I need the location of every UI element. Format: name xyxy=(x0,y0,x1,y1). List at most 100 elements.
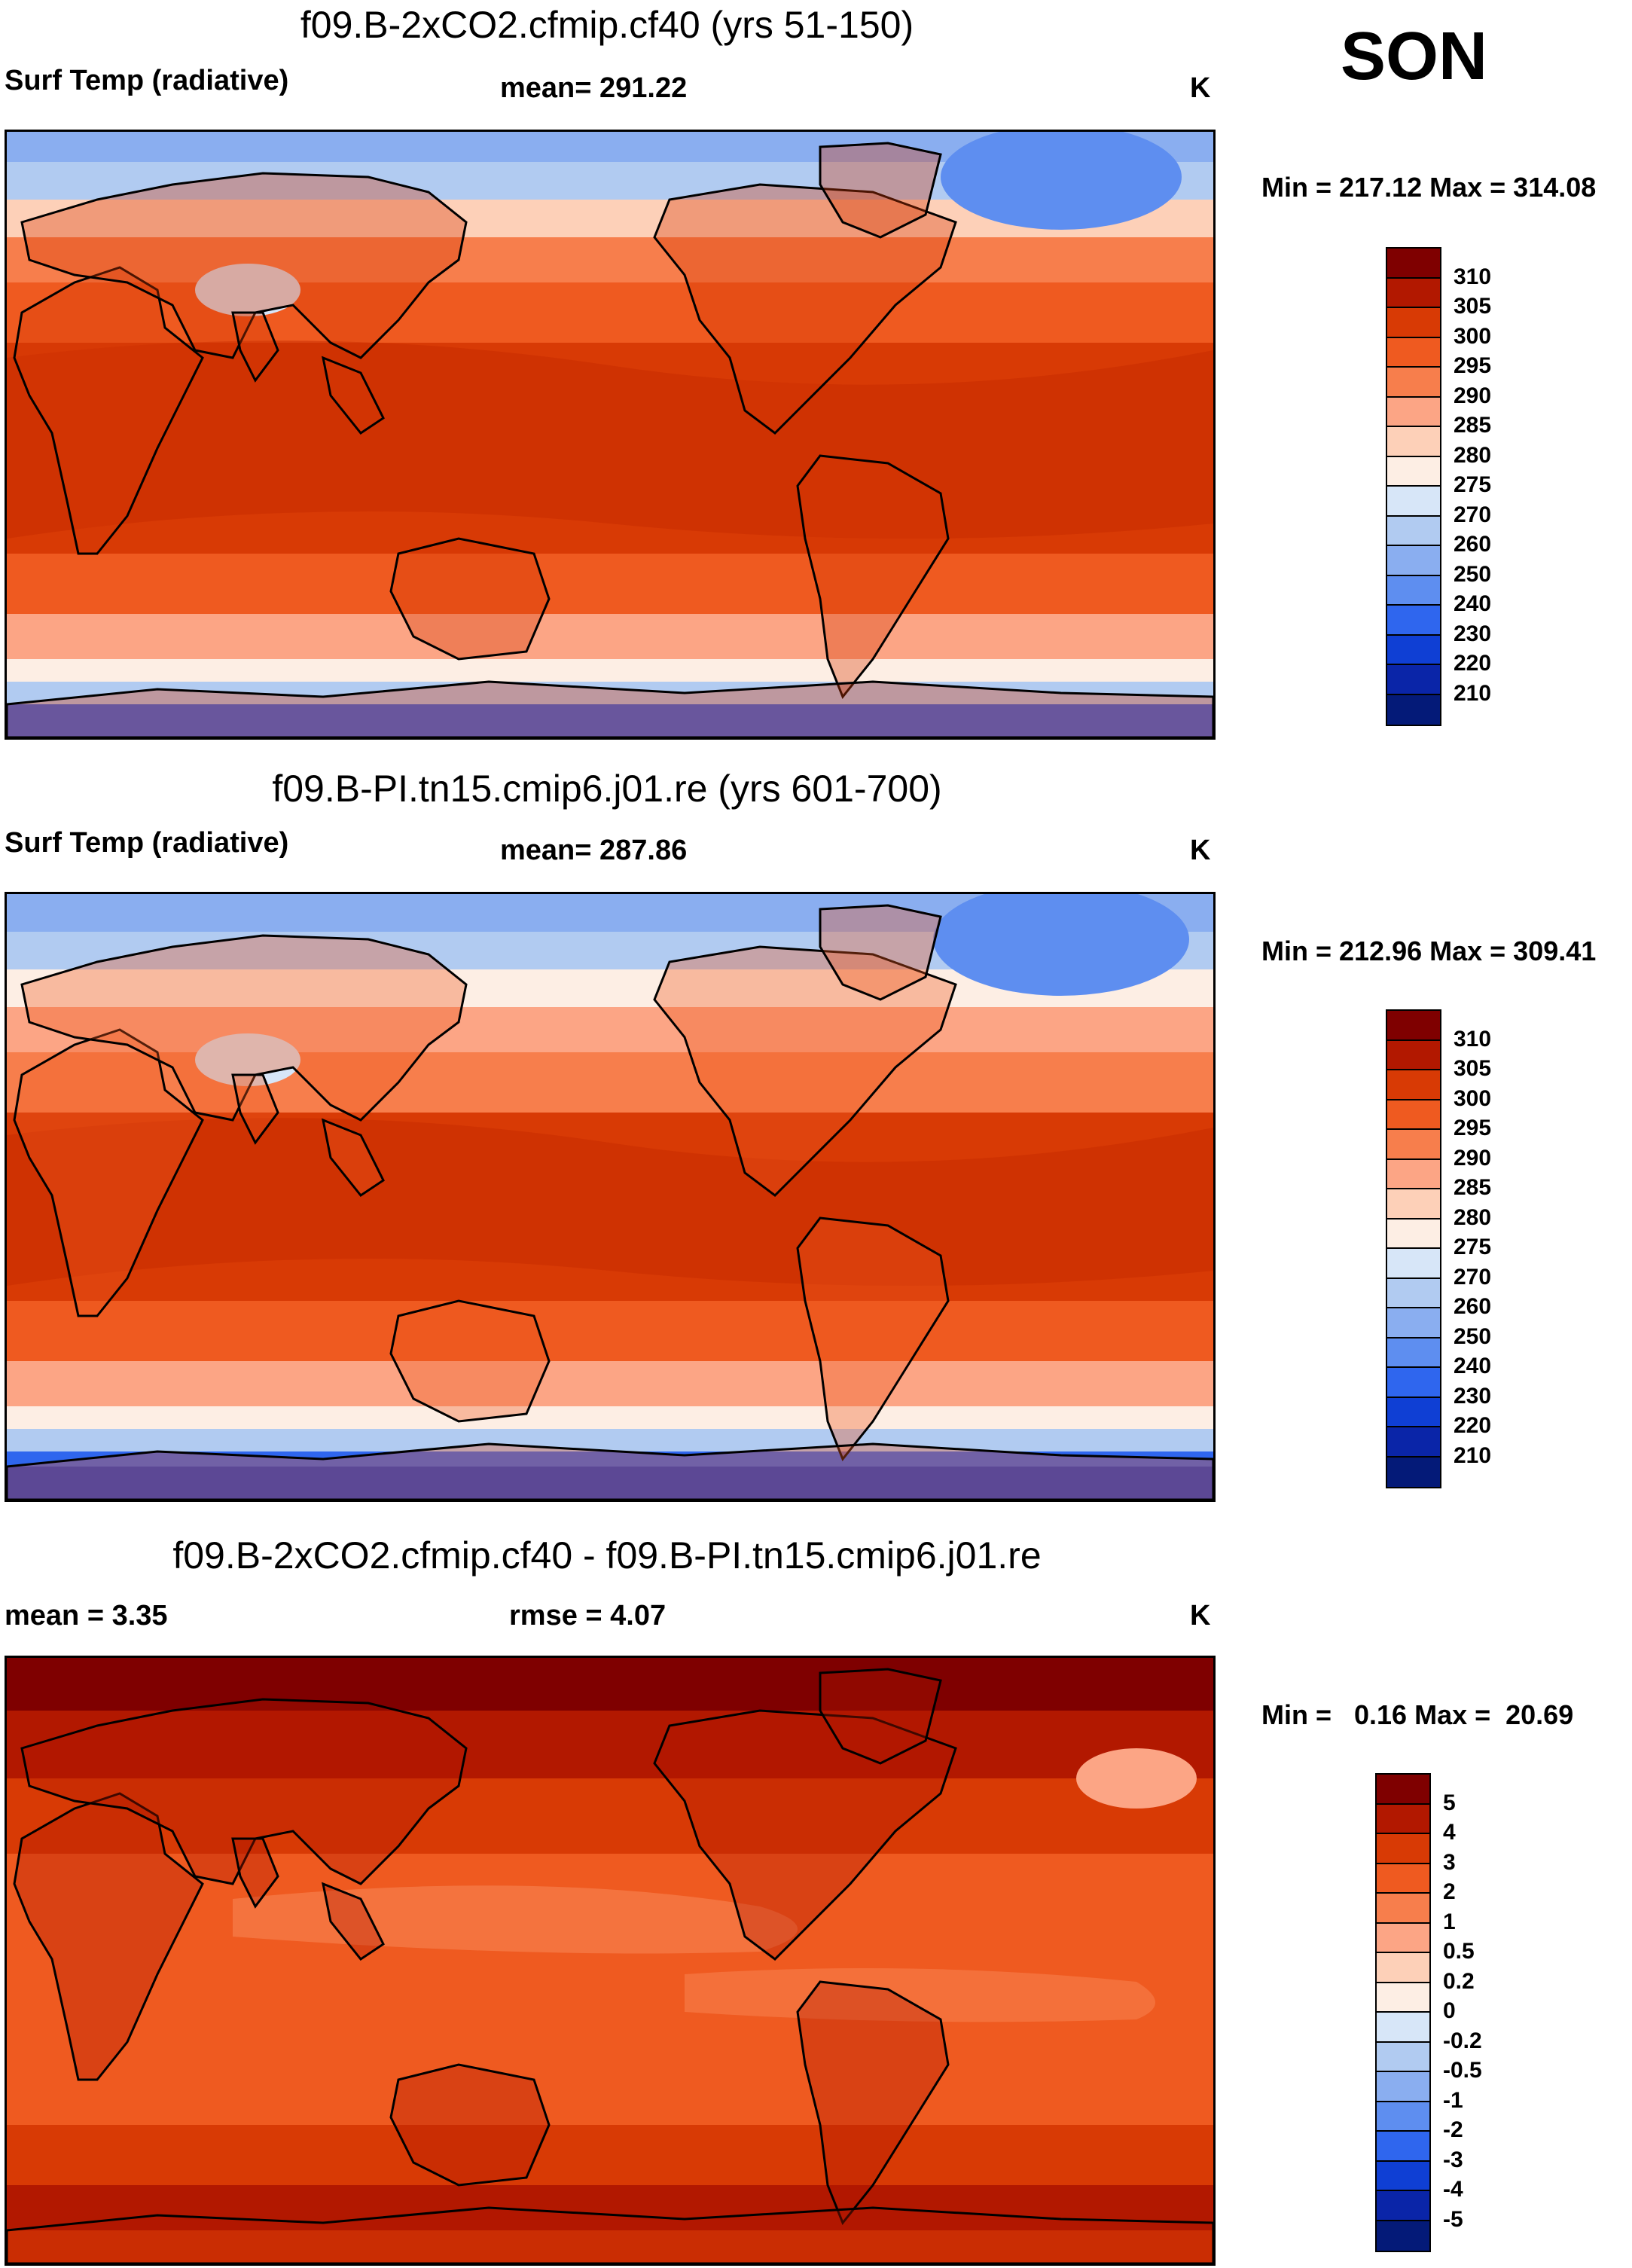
colorbar-tick-label: 210 xyxy=(1454,680,1492,706)
colorbar-swatch xyxy=(1377,1804,1429,1834)
panel3-mean-label: mean = 3.35 xyxy=(5,1600,168,1632)
colorbar-swatch xyxy=(1377,2221,1429,2251)
colorbar-tick-label: -2 xyxy=(1443,2117,1463,2142)
panel3-rmse-label: rmse = 4.07 xyxy=(509,1600,667,1632)
colorbar-tick-label: 260 xyxy=(1454,532,1492,557)
colorbar-swatch xyxy=(1387,1100,1440,1130)
colorbar-tick-label: 280 xyxy=(1454,442,1492,468)
colorbar-tick-label: -0.2 xyxy=(1443,2028,1482,2053)
colorbar-swatch xyxy=(1377,2102,1429,2132)
colorbar-tick-label: 275 xyxy=(1454,1235,1492,1259)
panel2-colorbar xyxy=(1386,1009,1441,1488)
colorbar-swatch xyxy=(1387,427,1440,457)
colorbar-swatch xyxy=(1387,635,1440,665)
colorbar-tick-label: 220 xyxy=(1454,1413,1492,1438)
colorbar-tick-label: 240 xyxy=(1454,591,1492,616)
colorbar-swatch xyxy=(1387,1397,1440,1427)
colorbar-tick-label: 250 xyxy=(1454,561,1492,587)
colorbar-swatch xyxy=(1387,1427,1440,1458)
colorbar-tick-label: 230 xyxy=(1454,1383,1492,1409)
panel3-colorbar xyxy=(1375,1773,1431,2252)
colorbar-swatch xyxy=(1387,368,1440,398)
panel2-units: K xyxy=(1190,835,1211,866)
colorbar-tick-label: 1 xyxy=(1443,1909,1456,1934)
colorbar-tick-label: 310 xyxy=(1454,1026,1492,1052)
colorbar-swatch xyxy=(1377,2042,1429,2072)
panel2-mean-label: mean= 287.86 xyxy=(500,835,688,866)
colorbar-tick-label: 280 xyxy=(1454,1204,1492,1230)
colorbar-tick-label: -3 xyxy=(1443,2147,1463,2172)
colorbar-swatch xyxy=(1387,606,1440,636)
colorbar-tick-label: 270 xyxy=(1454,502,1492,527)
colorbar-tick-label: -4 xyxy=(1443,2177,1463,2202)
panel2-variable-label: Surf Temp (radiative) xyxy=(5,827,289,859)
panel3-units: K xyxy=(1190,1600,1211,1632)
colorbar-swatch xyxy=(1387,1308,1440,1339)
colorbar-swatch xyxy=(1387,487,1440,517)
colorbar-tick-label: 285 xyxy=(1454,1175,1492,1200)
colorbar-swatch xyxy=(1387,575,1440,606)
colorbar-swatch xyxy=(1377,2161,1429,2191)
colorbar-tick-label: 290 xyxy=(1454,383,1492,408)
colorbar-tick-label: 300 xyxy=(1454,323,1492,349)
colorbar-swatch xyxy=(1387,665,1440,695)
panel1-minmax: Min = 217.12 Max = 314.08 xyxy=(1261,172,1597,203)
colorbar-tick-label: 290 xyxy=(1454,1145,1492,1171)
panel3-minmax: Min = 0.16 Max = 20.69 xyxy=(1261,1699,1574,1730)
colorbar-swatch xyxy=(1387,397,1440,427)
panel1-variable-label: Surf Temp (radiative) xyxy=(5,65,289,96)
colorbar-tick-label: 310 xyxy=(1454,264,1492,289)
colorbar-swatch xyxy=(1377,2191,1429,2221)
colorbar-tick-label: 295 xyxy=(1454,1116,1492,1140)
colorbar-swatch xyxy=(1377,1923,1429,1953)
colorbar-tick-label: 270 xyxy=(1454,1264,1492,1290)
colorbar-swatch xyxy=(1387,516,1440,546)
colorbar-tick-label: 0.5 xyxy=(1443,1939,1475,1964)
colorbar-swatch xyxy=(1387,249,1440,279)
colorbar-tick-label: 4 xyxy=(1443,1820,1456,1845)
colorbar-swatch xyxy=(1387,1249,1440,1279)
season-label: SON xyxy=(1341,19,1488,94)
colorbar-swatch xyxy=(1387,1457,1440,1487)
panel3-title: f09.B-2xCO2.cfmip.cf40 - f09.B-PI.tn15.c… xyxy=(172,1534,1042,1577)
colorbar-swatch xyxy=(1377,1983,1429,2013)
panel2-map xyxy=(5,892,1216,1502)
panel2-title: f09.B-PI.tn15.cmip6.j01.re (yrs 601-700) xyxy=(272,768,942,810)
panel1-title: f09.B-2xCO2.cfmip.cf40 (yrs 51-150) xyxy=(300,4,914,46)
colorbar-tick-label: 285 xyxy=(1454,413,1492,438)
colorbar-swatch xyxy=(1377,1894,1429,1924)
colorbar-swatch xyxy=(1387,546,1440,576)
colorbar-swatch xyxy=(1387,1338,1440,1368)
colorbar-swatch xyxy=(1387,1070,1440,1100)
colorbar-tick-label: 5 xyxy=(1443,1790,1456,1815)
panel1-map xyxy=(5,130,1216,740)
panel2-minmax: Min = 212.96 Max = 309.41 xyxy=(1261,936,1597,966)
panel1-mean-label: mean= 291.22 xyxy=(500,72,688,104)
colorbar-swatch xyxy=(1387,456,1440,487)
colorbar-tick-label: 305 xyxy=(1454,294,1492,319)
colorbar-tick-label: 2 xyxy=(1443,1879,1456,1904)
colorbar-tick-label: -0.5 xyxy=(1443,2058,1482,2083)
colorbar-tick-label: -5 xyxy=(1443,2206,1463,2232)
colorbar-swatch xyxy=(1377,1864,1429,1894)
colorbar-swatch xyxy=(1377,1953,1429,1983)
colorbar-tick-label: 260 xyxy=(1454,1294,1492,1319)
colorbar-swatch xyxy=(1387,1040,1440,1070)
colorbar-tick-label: 3 xyxy=(1443,1849,1456,1875)
panel1-colorbar xyxy=(1386,247,1441,726)
panel1-units: K xyxy=(1190,72,1211,104)
colorbar-tick-label: 230 xyxy=(1454,621,1492,646)
colorbar-swatch xyxy=(1387,1011,1440,1041)
colorbar-swatch xyxy=(1387,1219,1440,1249)
colorbar-tick-label: 0.2 xyxy=(1443,1968,1475,1994)
colorbar-swatch xyxy=(1387,308,1440,338)
colorbar-tick-label: 0 xyxy=(1443,1998,1456,2023)
colorbar-swatch xyxy=(1377,1775,1429,1805)
panel3-map xyxy=(5,1656,1216,2266)
colorbar-swatch xyxy=(1387,694,1440,725)
colorbar-tick-label: 240 xyxy=(1454,1354,1492,1378)
colorbar-swatch xyxy=(1387,278,1440,308)
colorbar-tick-label: 220 xyxy=(1454,651,1492,676)
colorbar-swatch xyxy=(1377,2072,1429,2102)
colorbar-tick-label: 210 xyxy=(1454,1442,1492,1468)
